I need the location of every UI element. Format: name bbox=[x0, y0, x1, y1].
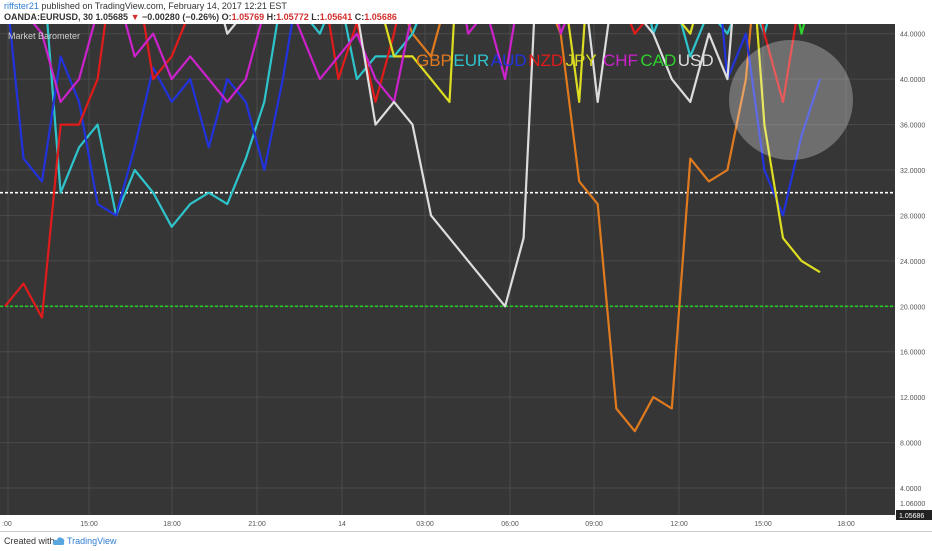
legend-aud: AUD bbox=[491, 51, 527, 70]
legend-nzd: NZD bbox=[528, 51, 563, 70]
x-tick-label: 21:00 bbox=[248, 521, 266, 528]
price-tag-label: 1.05686 bbox=[899, 513, 924, 520]
y-axis-ticks: 4.0000 8.0000 12.0000 16.0000 20.0000 24.0000… bbox=[900, 32, 925, 493]
y-tick-label: 4.0000 bbox=[900, 486, 922, 493]
legend-eur: EUR bbox=[453, 51, 489, 70]
legend-cad: CAD bbox=[640, 51, 676, 70]
x-axis-ticks: :00 15:00 18:00 21:00 14 03:00 06:00 09:00 12:00… bbox=[2, 521, 855, 528]
series-line-usd[interactable] bbox=[5, 24, 820, 308]
legend-gbp: GBP bbox=[416, 51, 452, 70]
high-label: H: bbox=[266, 12, 277, 22]
x-tick-label: 15:00 bbox=[80, 521, 98, 528]
y-tick-label: 8.0000 bbox=[900, 441, 922, 448]
legend-usd: USD bbox=[678, 51, 714, 70]
author-link[interactable]: riffster21 bbox=[4, 1, 39, 11]
series-line-eur[interactable] bbox=[5, 24, 820, 228]
high-value: 1.05772 bbox=[276, 12, 309, 22]
low-label: L: bbox=[311, 12, 320, 22]
open-label: O: bbox=[221, 12, 232, 22]
plot-area[interactable] bbox=[0, 24, 895, 515]
y-tick-label: 44.0000 bbox=[900, 32, 925, 39]
series-line-chf[interactable] bbox=[5, 24, 820, 104]
chart-canvas[interactable]: Market Barometer GBP EUR AUD NZD JPY CHF CAD US… bbox=[0, 24, 932, 531]
tradingview-cloud-icon bbox=[52, 537, 65, 545]
price-tag bbox=[896, 510, 932, 520]
publish-line: riffster21 published on TradingView.com,… bbox=[4, 1, 287, 11]
x-tick-label: 12:00 bbox=[670, 521, 688, 528]
reference-lines bbox=[0, 191, 895, 308]
tradingview-link[interactable]: TradingView bbox=[67, 536, 117, 546]
last-price: 1.05685 bbox=[95, 12, 129, 22]
y-tick-label: 36.0000 bbox=[900, 123, 925, 130]
footer: Created with TradingView bbox=[0, 531, 932, 551]
published-text: published on TradingView.com, February 1… bbox=[41, 1, 287, 11]
price-axis[interactable] bbox=[895, 24, 932, 515]
x-tick-label: 18:00 bbox=[837, 521, 855, 528]
y-tick-label: 28.0000 bbox=[900, 213, 925, 220]
chart-header: riffster21 published on TradingView.com,… bbox=[0, 0, 932, 24]
price-tick-1-06: 1.06000 bbox=[900, 501, 925, 508]
y-tick-label: 24.0000 bbox=[900, 259, 925, 266]
y-tick-label: 32.0000 bbox=[900, 168, 925, 175]
y-tick-label: 40.0000 bbox=[900, 77, 925, 84]
legend-chf: CHF bbox=[603, 51, 638, 70]
down-arrow-icon: ▼ bbox=[130, 12, 140, 22]
x-tick-label: :00 bbox=[2, 521, 12, 528]
x-tick-label: 14 bbox=[338, 521, 346, 528]
created-with-text: Created with bbox=[4, 536, 55, 546]
y-tick-label: 20.0000 bbox=[900, 304, 925, 311]
series-lines bbox=[4, 24, 822, 433]
price-change: −0.00280 (−0.26%) bbox=[142, 12, 220, 22]
currency-legend: GBP EUR AUD NZD JPY CHF CAD USD bbox=[416, 51, 714, 70]
series-line-aud[interactable] bbox=[5, 24, 822, 217]
x-tick-label: 09:00 bbox=[585, 521, 603, 528]
low-value: 1.05641 bbox=[319, 12, 353, 22]
time-axis[interactable] bbox=[0, 515, 932, 531]
symbol-line: OANDA:EURUSD, 30 1.05685 ▼ −0.00280 (−0.… bbox=[4, 12, 397, 22]
series-line-jpy[interactable] bbox=[5, 24, 821, 274]
open-value: 1.05769 bbox=[231, 12, 265, 22]
x-tick-label: 06:00 bbox=[501, 521, 519, 528]
close-label: C: bbox=[354, 12, 365, 22]
x-tick-label: 15:00 bbox=[754, 521, 772, 528]
y-tick-label: 16.0000 bbox=[900, 350, 925, 357]
close-value: 1.05686 bbox=[364, 12, 397, 22]
y-tick-label: 12.0000 bbox=[900, 395, 925, 402]
symbol-label: OANDA:EURUSD, 30 bbox=[4, 12, 94, 22]
highlight-circle bbox=[729, 40, 853, 160]
x-tick-label: 03:00 bbox=[416, 521, 434, 528]
x-tick-label: 18:00 bbox=[163, 521, 181, 528]
panel-title: Market Barometer bbox=[8, 31, 80, 41]
legend-jpy: JPY bbox=[566, 51, 597, 70]
